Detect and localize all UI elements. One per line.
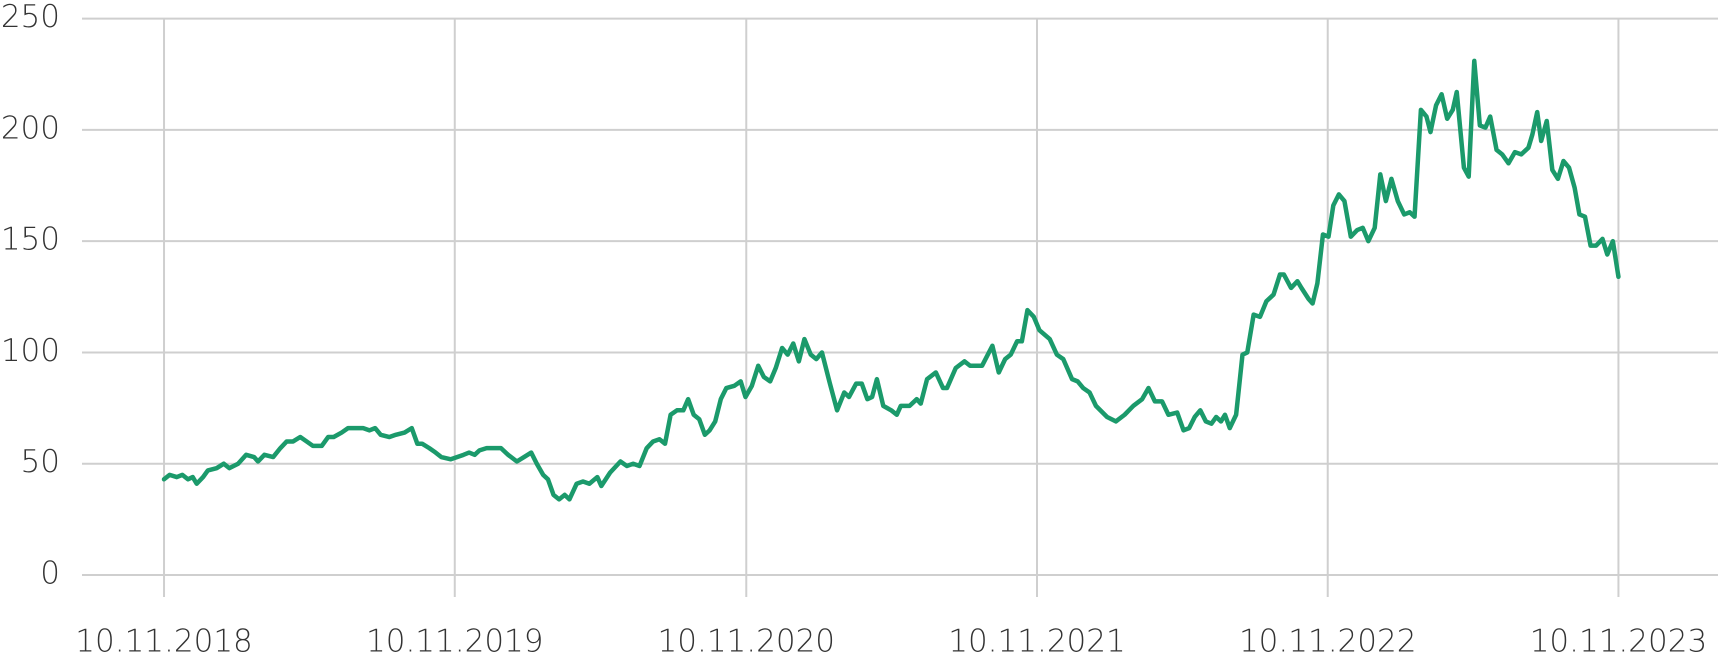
- plot-area: [161, 58, 1621, 502]
- x-tick-label: 10.11.2018: [75, 624, 253, 658]
- y-tick-label: 100: [1, 333, 60, 369]
- x-tick-label: 10.11.2022: [1239, 624, 1417, 658]
- grid: [82, 17, 1718, 597]
- y-tick-label: 200: [1, 110, 60, 146]
- x-tick-label: 10.11.2019: [366, 624, 544, 658]
- x-tick-label: 10.11.2021: [948, 624, 1126, 658]
- data-line: [161, 58, 1621, 502]
- x-tick-label: 10.11.2023: [1530, 624, 1708, 658]
- y-tick-label: 0: [40, 556, 60, 592]
- y-tick-label: 150: [1, 222, 60, 258]
- y-tick-label: 50: [21, 444, 60, 480]
- y-tick-label: 250: [1, 0, 60, 35]
- x-tick-label: 10.11.2020: [658, 624, 836, 658]
